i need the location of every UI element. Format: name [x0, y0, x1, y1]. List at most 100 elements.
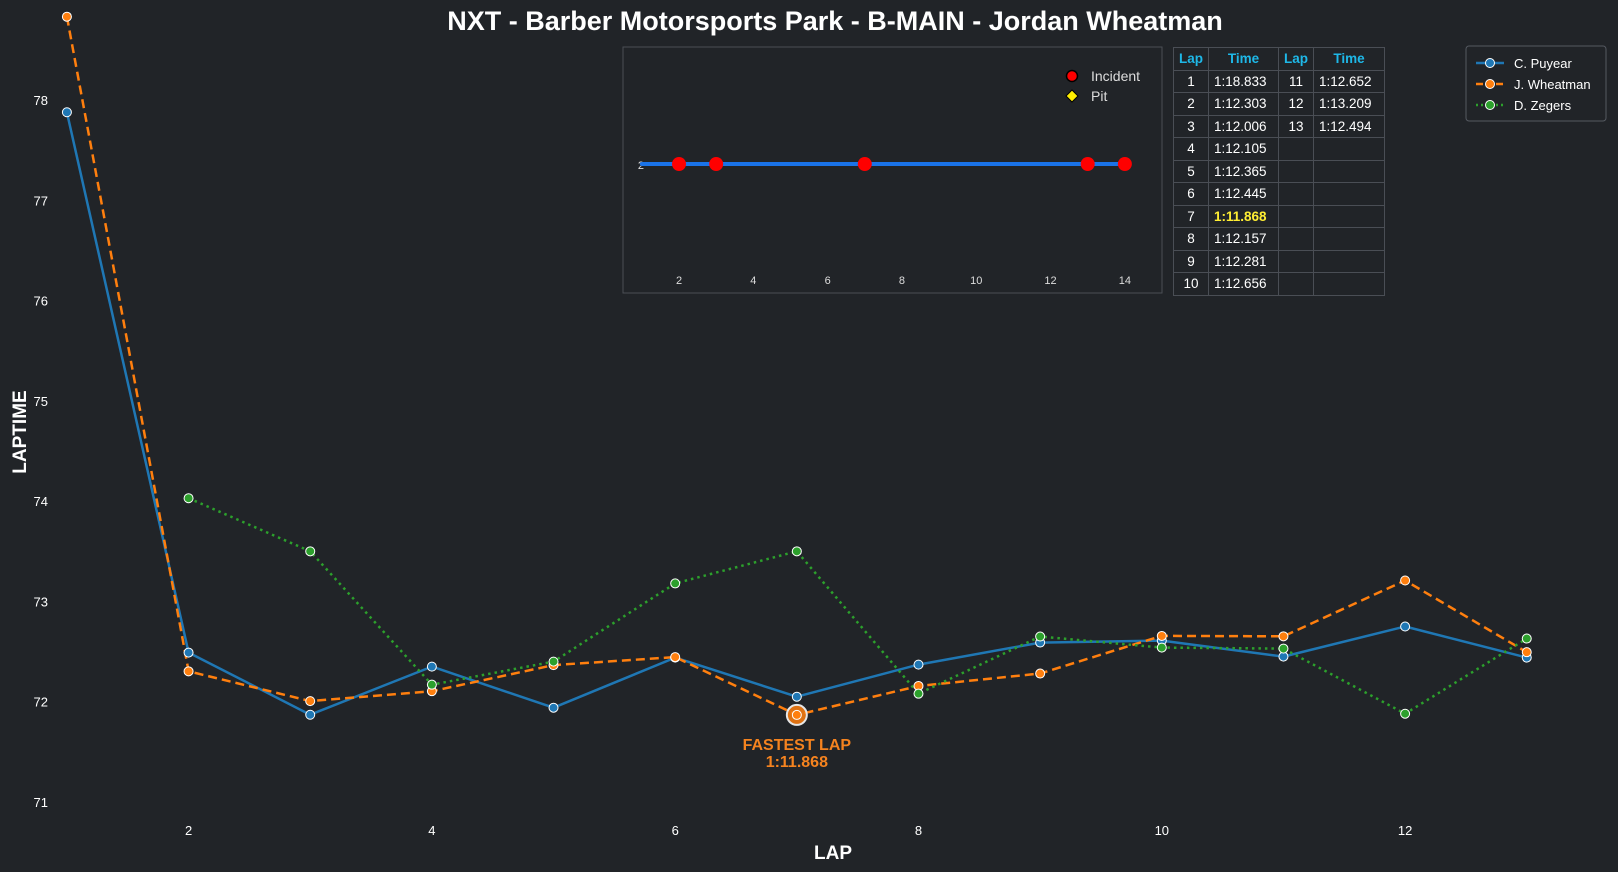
data-point-d-zegers [1156, 642, 1167, 653]
header-lap: Lap [1173, 47, 1209, 71]
incident-marker [857, 157, 872, 171]
data-point-j-wheatman [670, 652, 681, 663]
legend-marker [1485, 100, 1495, 110]
data-point-d-zegers [548, 656, 559, 667]
table-cell-lap-2: 11 [1278, 69, 1314, 93]
lap-times-table: Lap Time Lap Time 1 1:18.833 11 1:12.652 2 1:… [1173, 47, 1385, 296]
legend-marker [1485, 58, 1495, 68]
x-tick-label: 10 [1155, 823, 1169, 838]
table-cell-time: 1:12.303 [1208, 92, 1279, 116]
table-row: 1 1:18.833 11 1:12.652 [1173, 69, 1385, 93]
data-point-d-zegers [913, 688, 924, 699]
table-cell-lap-2 [1278, 137, 1314, 161]
data-point-d-zegers [1521, 633, 1532, 644]
table-cell-lap: 6 [1173, 182, 1209, 206]
table-cell-lap: 9 [1173, 249, 1209, 273]
table-cell-lap: 8 [1173, 227, 1209, 251]
x-tick-label: 2 [185, 823, 192, 838]
x-axis-ticks: 2 4 6 8 10 12 [185, 823, 1412, 838]
table-row: 3 1:12.006 13 1:12.494 [1173, 114, 1385, 138]
incident-legend-icon [1065, 69, 1079, 83]
table-header-row: Lap Time Lap Time [1173, 47, 1385, 71]
data-point-d-zegers [670, 578, 681, 589]
pit-legend-icon [1065, 89, 1079, 103]
table-cell-time: 1:12.445 [1208, 182, 1279, 206]
y-tick-label: 72 [34, 695, 48, 710]
y-tick-label: 77 [34, 193, 48, 208]
incident-inset: 2 4 6 8 10 12 14 2 Incident Pit [622, 46, 1163, 294]
table-cell-lap-2: 12 [1278, 92, 1314, 116]
y-tick-label: 73 [34, 594, 48, 609]
data-point-d-zegers [1035, 631, 1046, 642]
series-points [61, 11, 1532, 720]
table-cell-time: 1:12.656 [1208, 272, 1279, 296]
table-cell-time-2 [1313, 227, 1385, 251]
table-row: 2 1:12.303 12 1:13.209 [1173, 92, 1385, 116]
y-axis-ticks: 71 72 73 74 75 76 77 78 [34, 93, 48, 810]
table-cell-time-2: 1:13.209 [1313, 92, 1385, 116]
inset-x-tick-label: 10 [970, 275, 982, 287]
data-point-j-wheatman [1400, 575, 1411, 586]
data-point-j-wheatman [183, 666, 194, 677]
data-point-j-wheatman [305, 696, 316, 707]
data-point-c-puyear [61, 107, 72, 118]
data-point-j-wheatman [61, 11, 72, 22]
table-cell-lap: 10 [1173, 272, 1209, 296]
y-tick-label: 75 [34, 394, 48, 409]
table-row: 8 1:12.157 [1173, 227, 1385, 251]
data-point-d-zegers [426, 679, 437, 690]
header-time-2: Time [1313, 47, 1385, 71]
legend-label: J. Wheatman [1514, 77, 1591, 92]
table-cell-lap: 1 [1173, 69, 1209, 93]
inset-x-tick-label: 12 [1044, 275, 1056, 287]
chart-title: NXT - Barber Motorsports Park - B-MAIN -… [447, 6, 1223, 36]
y-tick-label: 71 [34, 795, 48, 810]
legend-label: C. Puyear [1514, 56, 1572, 71]
data-point-j-wheatman [1156, 630, 1167, 641]
y-tick-label: 78 [34, 93, 48, 108]
table-cell-time: 1:12.365 [1208, 159, 1279, 183]
table-cell-time: 1:11.868 [1208, 204, 1279, 228]
y-tick-label: 74 [34, 494, 48, 509]
x-axis-label: LAP [814, 843, 852, 864]
table-cell-lap: 7 [1173, 204, 1209, 228]
table-cell-time: 1:12.157 [1208, 227, 1279, 251]
data-point-d-zegers [1278, 643, 1289, 654]
inset-legend-pit: Pit [1091, 88, 1107, 104]
data-point-c-puyear [305, 709, 316, 720]
y-axis-label: LAPTIME [10, 390, 31, 473]
fastest-lap-label: FASTEST LAP [743, 737, 852, 754]
data-point-c-puyear [1400, 621, 1411, 632]
data-point-c-puyear [426, 661, 437, 672]
x-tick-label: 12 [1398, 823, 1412, 838]
data-point-j-wheatman [1521, 647, 1532, 658]
table-row: 9 1:12.281 [1173, 249, 1385, 273]
data-point-j-wheatman [791, 709, 802, 720]
inset-x-tick-label: 2 [676, 275, 682, 287]
table-cell-time-2: 1:12.652 [1313, 69, 1385, 93]
incident-marker [672, 157, 687, 171]
table-cell-lap-2 [1278, 159, 1314, 183]
inset-legend: Incident Pit [1065, 68, 1140, 104]
chart-legend: C. Puyear J. Wheatman D. Zegers [1465, 45, 1607, 122]
inset-x-tick-label: 6 [825, 275, 831, 287]
data-point-j-wheatman [1035, 668, 1046, 679]
table-cell-lap-2: 13 [1278, 114, 1314, 138]
inset-frame [622, 46, 1163, 294]
data-point-d-zegers [183, 493, 194, 504]
table-cell-lap: 2 [1173, 92, 1209, 116]
legend-frame [1465, 45, 1607, 122]
table-cell-lap: 3 [1173, 114, 1209, 138]
x-tick-label: 4 [428, 823, 435, 838]
legend-label: D. Zegers [1514, 98, 1572, 113]
inset-x-tick-label: 14 [1119, 275, 1131, 287]
table-cell-time: 1:12.105 [1208, 137, 1279, 161]
legend-marker [1485, 79, 1495, 89]
series-line-d-zegers [188, 497, 1528, 715]
table-cell-lap-2 [1278, 227, 1314, 251]
data-point-d-zegers [791, 546, 802, 557]
table-cell-time-2 [1313, 204, 1385, 228]
table-cell-time-2 [1313, 249, 1385, 273]
table-row: 7 1:11.868 [1173, 204, 1385, 228]
table-cell-time: 1:12.281 [1208, 249, 1279, 273]
